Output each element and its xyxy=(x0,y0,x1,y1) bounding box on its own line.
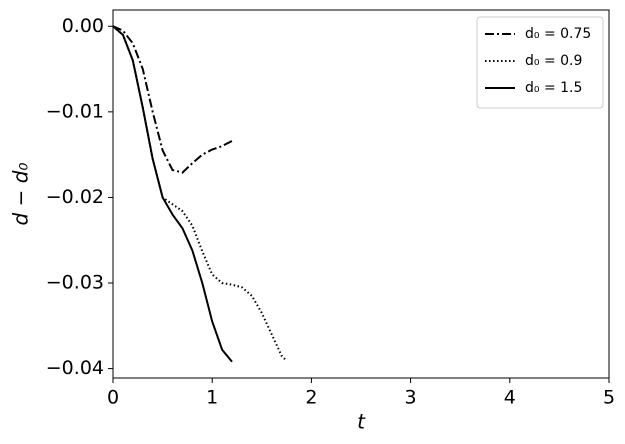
y-tick-label: −0.03 xyxy=(46,272,104,294)
legend-label: d₀ = 1.5 xyxy=(525,80,582,96)
line-series xyxy=(112,25,233,174)
legend-box xyxy=(476,16,604,109)
x-tick-label: 4 xyxy=(504,387,516,409)
x-tick-label: 1 xyxy=(206,387,218,409)
x-tick-label: 5 xyxy=(603,387,615,409)
plot-frame xyxy=(112,9,610,379)
y-tick-label: −0.02 xyxy=(46,186,104,208)
legend-label: d₀ = 0.9 xyxy=(525,53,582,69)
x-tick-label: 3 xyxy=(405,387,417,409)
line-series xyxy=(112,25,288,362)
x-tick-label: 2 xyxy=(305,387,317,409)
x-tick-label: 0 xyxy=(107,387,119,409)
y-tick-label: −0.01 xyxy=(46,100,104,122)
x-axis-label: t xyxy=(357,410,366,434)
y-axis-label: d − d₀ xyxy=(9,163,33,226)
line-series xyxy=(112,25,233,363)
y-tick-label: 0.00 xyxy=(62,15,104,37)
legend-label: d₀ = 0.75 xyxy=(525,26,591,42)
y-tick-label: −0.04 xyxy=(46,357,104,379)
